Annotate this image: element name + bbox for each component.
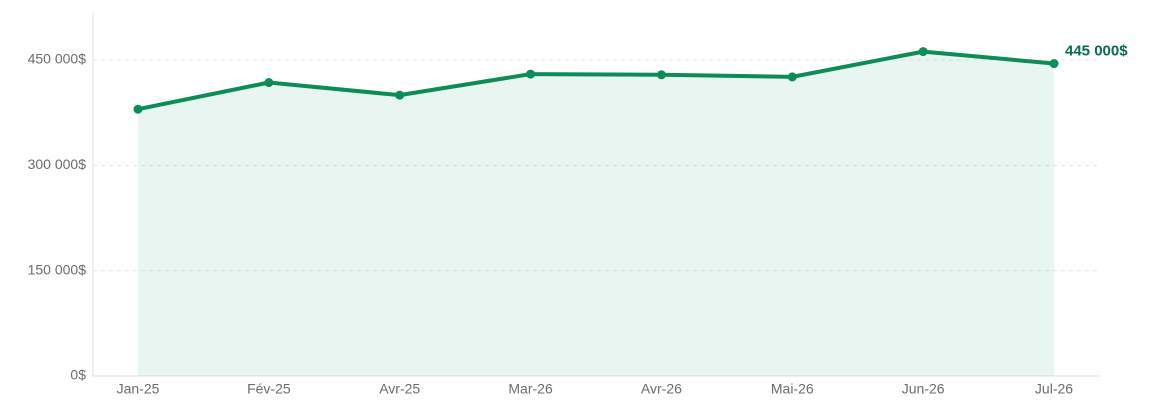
point [787,72,797,82]
x-tick-label: Avr-26 [641,381,682,397]
value-label: 445 000$ [1065,43,1128,60]
point [526,69,536,79]
x-tick-label: Fév-25 [247,381,291,397]
point [1049,59,1059,69]
point [656,70,666,80]
y-tick-label: 150 000$ [28,261,87,277]
x-tick-label: Jul-26 [1035,381,1073,397]
point [918,47,928,57]
point [264,78,274,88]
y-tick-label: 0$ [70,367,86,383]
x-tick-label: Mai-26 [771,381,814,397]
y-tick-label: 450 000$ [28,51,87,67]
x-tick-label: Jan-25 [117,381,160,397]
area [138,51,1054,377]
point [395,90,405,100]
x-tick-label: Avr-25 [379,381,420,397]
y-tick-label: 300 000$ [28,156,87,172]
point [133,104,143,114]
x-tick-label: Jun-26 [902,381,945,397]
x-tick-label: Mar-26 [508,381,553,397]
line [137,49,1055,112]
